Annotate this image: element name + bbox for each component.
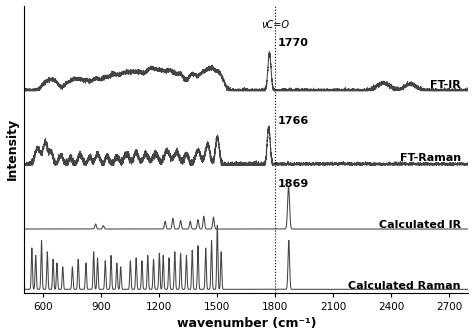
Text: 1766: 1766 bbox=[277, 116, 309, 126]
Text: Calculated IR: Calculated IR bbox=[379, 220, 461, 230]
Text: Calculated Raman: Calculated Raman bbox=[348, 281, 461, 291]
Text: 1770: 1770 bbox=[277, 38, 308, 48]
Text: 1869: 1869 bbox=[277, 178, 309, 188]
Text: νC=O: νC=O bbox=[261, 20, 289, 30]
Y-axis label: Intensity: Intensity bbox=[6, 118, 18, 180]
Text: FT-Raman: FT-Raman bbox=[400, 153, 461, 163]
X-axis label: wavenumber (cm⁻¹): wavenumber (cm⁻¹) bbox=[176, 318, 316, 330]
Text: FT-IR: FT-IR bbox=[430, 80, 461, 90]
